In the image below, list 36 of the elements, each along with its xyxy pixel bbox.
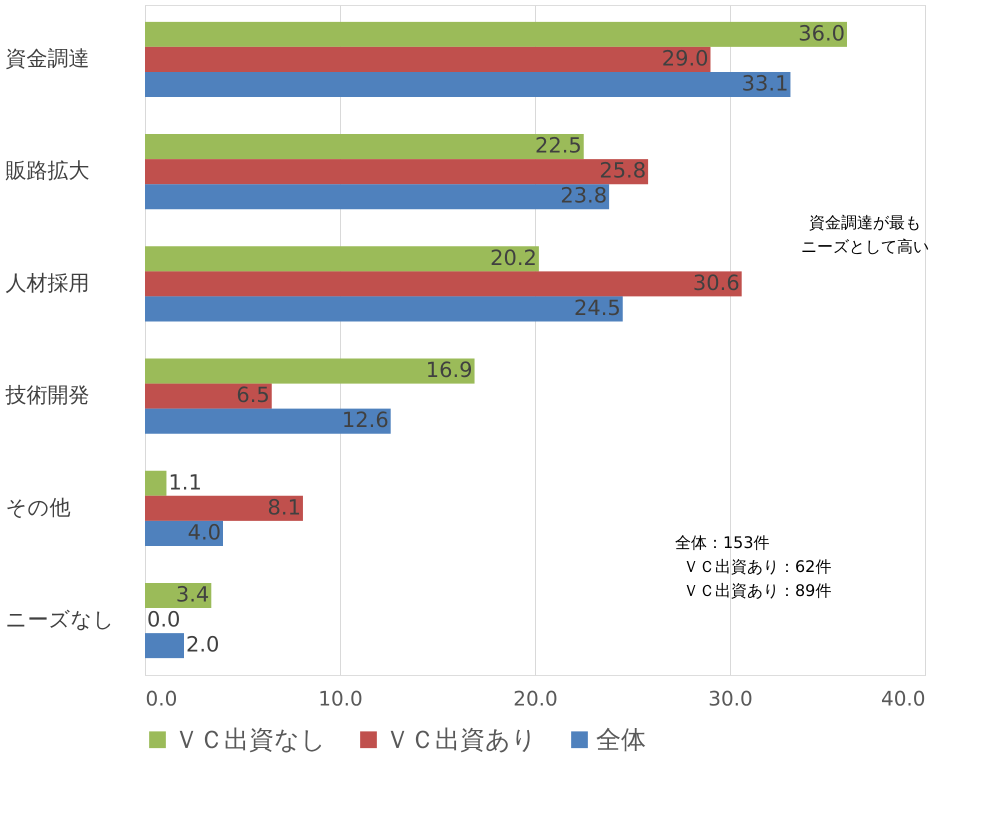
data-label: 4.0 bbox=[188, 520, 221, 544]
data-label: 36.0 bbox=[798, 21, 845, 46]
data-label: 24.5 bbox=[574, 296, 621, 320]
data-label: 8.1 bbox=[268, 495, 301, 520]
legend-label: ＶＣ出資なし bbox=[174, 724, 326, 754]
y-tick-label: その他 bbox=[6, 495, 70, 520]
data-label: 23.8 bbox=[560, 184, 608, 208]
legend-label: 全体 bbox=[596, 724, 646, 754]
x-tick-label: 40.0 bbox=[880, 686, 926, 710]
annotation: ＶＣ出資あり：89件 bbox=[683, 581, 832, 600]
data-label: 12.6 bbox=[342, 408, 389, 432]
data-label: 2.0 bbox=[186, 632, 220, 657]
annotation: 全体：153件 bbox=[675, 533, 770, 552]
data-label: 22.5 bbox=[534, 134, 582, 158]
y-tick-label: 技術開発 bbox=[4, 383, 90, 408]
data-label: 30.6 bbox=[692, 270, 740, 295]
data-label: 0.0 bbox=[147, 608, 180, 632]
data-label: 6.5 bbox=[236, 383, 270, 408]
annotation: ＶＣ出資あり：62件 bbox=[683, 557, 832, 576]
y-tick-label: 人材採用 bbox=[6, 270, 90, 295]
y-tick-label: 販路拡大 bbox=[6, 158, 90, 183]
x-tick-label: 20.0 bbox=[513, 686, 558, 710]
annotation: 資金調達が最もニーズとして高い bbox=[801, 213, 929, 256]
x-tick-label: 0.0 bbox=[146, 686, 178, 710]
data-label: 25.8 bbox=[599, 158, 646, 183]
x-tick-label: 30.0 bbox=[708, 686, 753, 710]
data-label: 20.2 bbox=[490, 246, 537, 270]
data-label: 16.9 bbox=[426, 358, 473, 382]
x-tick-label: 10.0 bbox=[318, 686, 363, 710]
data-label: 29.0 bbox=[662, 46, 708, 70]
y-tick-label: ニーズなし bbox=[6, 608, 114, 632]
legend-label: ＶＣ出資あり bbox=[385, 724, 537, 754]
y-tick-label: 資金調達 bbox=[6, 46, 90, 70]
data-label: 1.1 bbox=[168, 470, 202, 494]
data-label: 33.1 bbox=[742, 71, 788, 96]
data-label: 3.4 bbox=[176, 582, 210, 607]
